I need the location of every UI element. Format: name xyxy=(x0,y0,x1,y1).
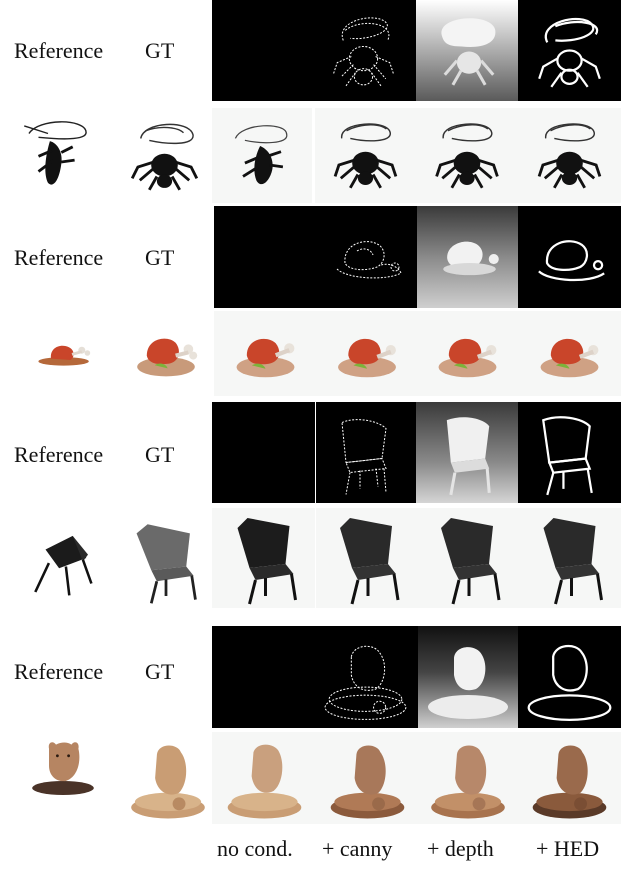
bear-canny-shape xyxy=(330,745,405,819)
spider-hed-image xyxy=(518,108,621,203)
bear-depth-map xyxy=(418,626,518,728)
meat-hed-shape-rendered xyxy=(540,338,599,378)
bear-hed-image xyxy=(518,732,621,824)
meat-gt-shape xyxy=(137,338,198,377)
bear-hed-map xyxy=(518,626,621,728)
chair-gt-shape xyxy=(136,524,197,604)
spider-no-cond-image xyxy=(212,108,312,203)
bear-gt-shape xyxy=(131,745,205,819)
spider-depth-map xyxy=(416,0,518,101)
bear-no-cond-image xyxy=(212,732,317,824)
chair-canny-edges xyxy=(341,419,387,495)
meat-gt-image xyxy=(120,314,212,394)
column-label-depth: + depth xyxy=(427,836,494,861)
bear-depth-image xyxy=(418,732,518,824)
chair-gt-image xyxy=(120,512,212,610)
meat-canny-image xyxy=(317,311,417,396)
meat-no-cond-map xyxy=(214,206,317,308)
bear-hed-edges xyxy=(527,644,612,721)
meat-canny-shape xyxy=(338,338,396,378)
bear-depth-shape-rendered xyxy=(431,745,505,819)
bear-reference-shape xyxy=(32,742,94,795)
column-label-canny: + canny xyxy=(322,836,393,861)
spider-gt-shape xyxy=(130,123,199,191)
spider-canny-map xyxy=(315,0,416,101)
column-label-no-cond: no cond. xyxy=(217,836,293,861)
meat-canny-map xyxy=(317,206,417,308)
meat-depth-shape-rendered xyxy=(438,338,497,378)
chair-canny-image xyxy=(316,508,416,608)
spider-hed-edges xyxy=(538,17,601,88)
chair-no-cond-shape xyxy=(237,518,297,605)
chair-reference-shape xyxy=(34,535,93,596)
meat-depth-shape xyxy=(443,241,499,276)
meat-depth-map xyxy=(417,206,518,308)
spider-gt-image xyxy=(117,110,212,205)
chair-reference-image xyxy=(20,512,105,604)
chair-hed-shape-rendered xyxy=(543,518,603,605)
chair-no-cond-map xyxy=(212,402,315,503)
spider-reference-shape xyxy=(24,121,87,185)
row4-gt-label: GT xyxy=(145,659,175,684)
chair-hed-map xyxy=(518,402,621,503)
chair-depth-shape-rendered xyxy=(441,518,501,605)
chair-depth-image xyxy=(416,508,518,608)
chair-depth-map xyxy=(416,402,518,503)
bear-canny-map xyxy=(317,626,418,728)
bear-depth-shape xyxy=(428,647,508,719)
row3-gt-label: GT xyxy=(145,442,175,467)
chair-no-cond-image xyxy=(212,508,315,608)
bear-no-cond-shape xyxy=(227,744,302,819)
chair-canny-map xyxy=(316,402,416,503)
spider-hed-shape-rendered xyxy=(537,123,602,189)
spider-depth-image xyxy=(416,108,518,203)
spider-no-cond-map xyxy=(212,0,315,101)
spider-depth-shape xyxy=(441,18,496,86)
bear-canny-edges xyxy=(324,645,407,720)
row2-reference-label: Reference xyxy=(14,245,104,270)
column-label-hed: + HED xyxy=(536,836,600,861)
bear-reference-image xyxy=(18,732,108,802)
spider-canny-edges xyxy=(332,17,395,88)
meat-reference-image xyxy=(25,318,105,388)
spider-no-cond-shape xyxy=(234,125,288,185)
chair-canny-shape xyxy=(340,518,400,605)
spider-canny-shape xyxy=(333,123,398,189)
chair-depth-shape xyxy=(446,417,491,496)
row2-gt-label: GT xyxy=(145,245,175,270)
meat-hed-map xyxy=(518,206,621,308)
meat-hed-image xyxy=(518,311,621,396)
meat-depth-image xyxy=(417,311,518,396)
meat-no-cond-image xyxy=(214,311,317,396)
spider-canny-image xyxy=(315,108,416,203)
row4-reference-label: Reference xyxy=(14,659,104,684)
meat-no-cond-shape xyxy=(236,338,295,378)
spider-hed-map xyxy=(518,0,621,101)
bear-canny-image xyxy=(317,732,418,824)
meat-reference-shape xyxy=(38,345,91,366)
spider-depth-shape-rendered xyxy=(435,123,499,189)
meat-canny-edges xyxy=(336,241,402,279)
row3-reference-label: Reference xyxy=(14,442,104,467)
bear-gt-image xyxy=(122,732,214,824)
spider-reference-image xyxy=(10,105,105,200)
bear-hed-shape-rendered xyxy=(532,745,607,819)
chair-hed-edges xyxy=(542,416,593,496)
row1-gt-label: GT xyxy=(145,38,175,63)
row1-reference-label: Reference xyxy=(14,38,104,63)
bear-no-cond-map xyxy=(212,626,317,728)
chair-hed-image xyxy=(518,508,621,608)
meat-hed-edges xyxy=(538,240,605,282)
